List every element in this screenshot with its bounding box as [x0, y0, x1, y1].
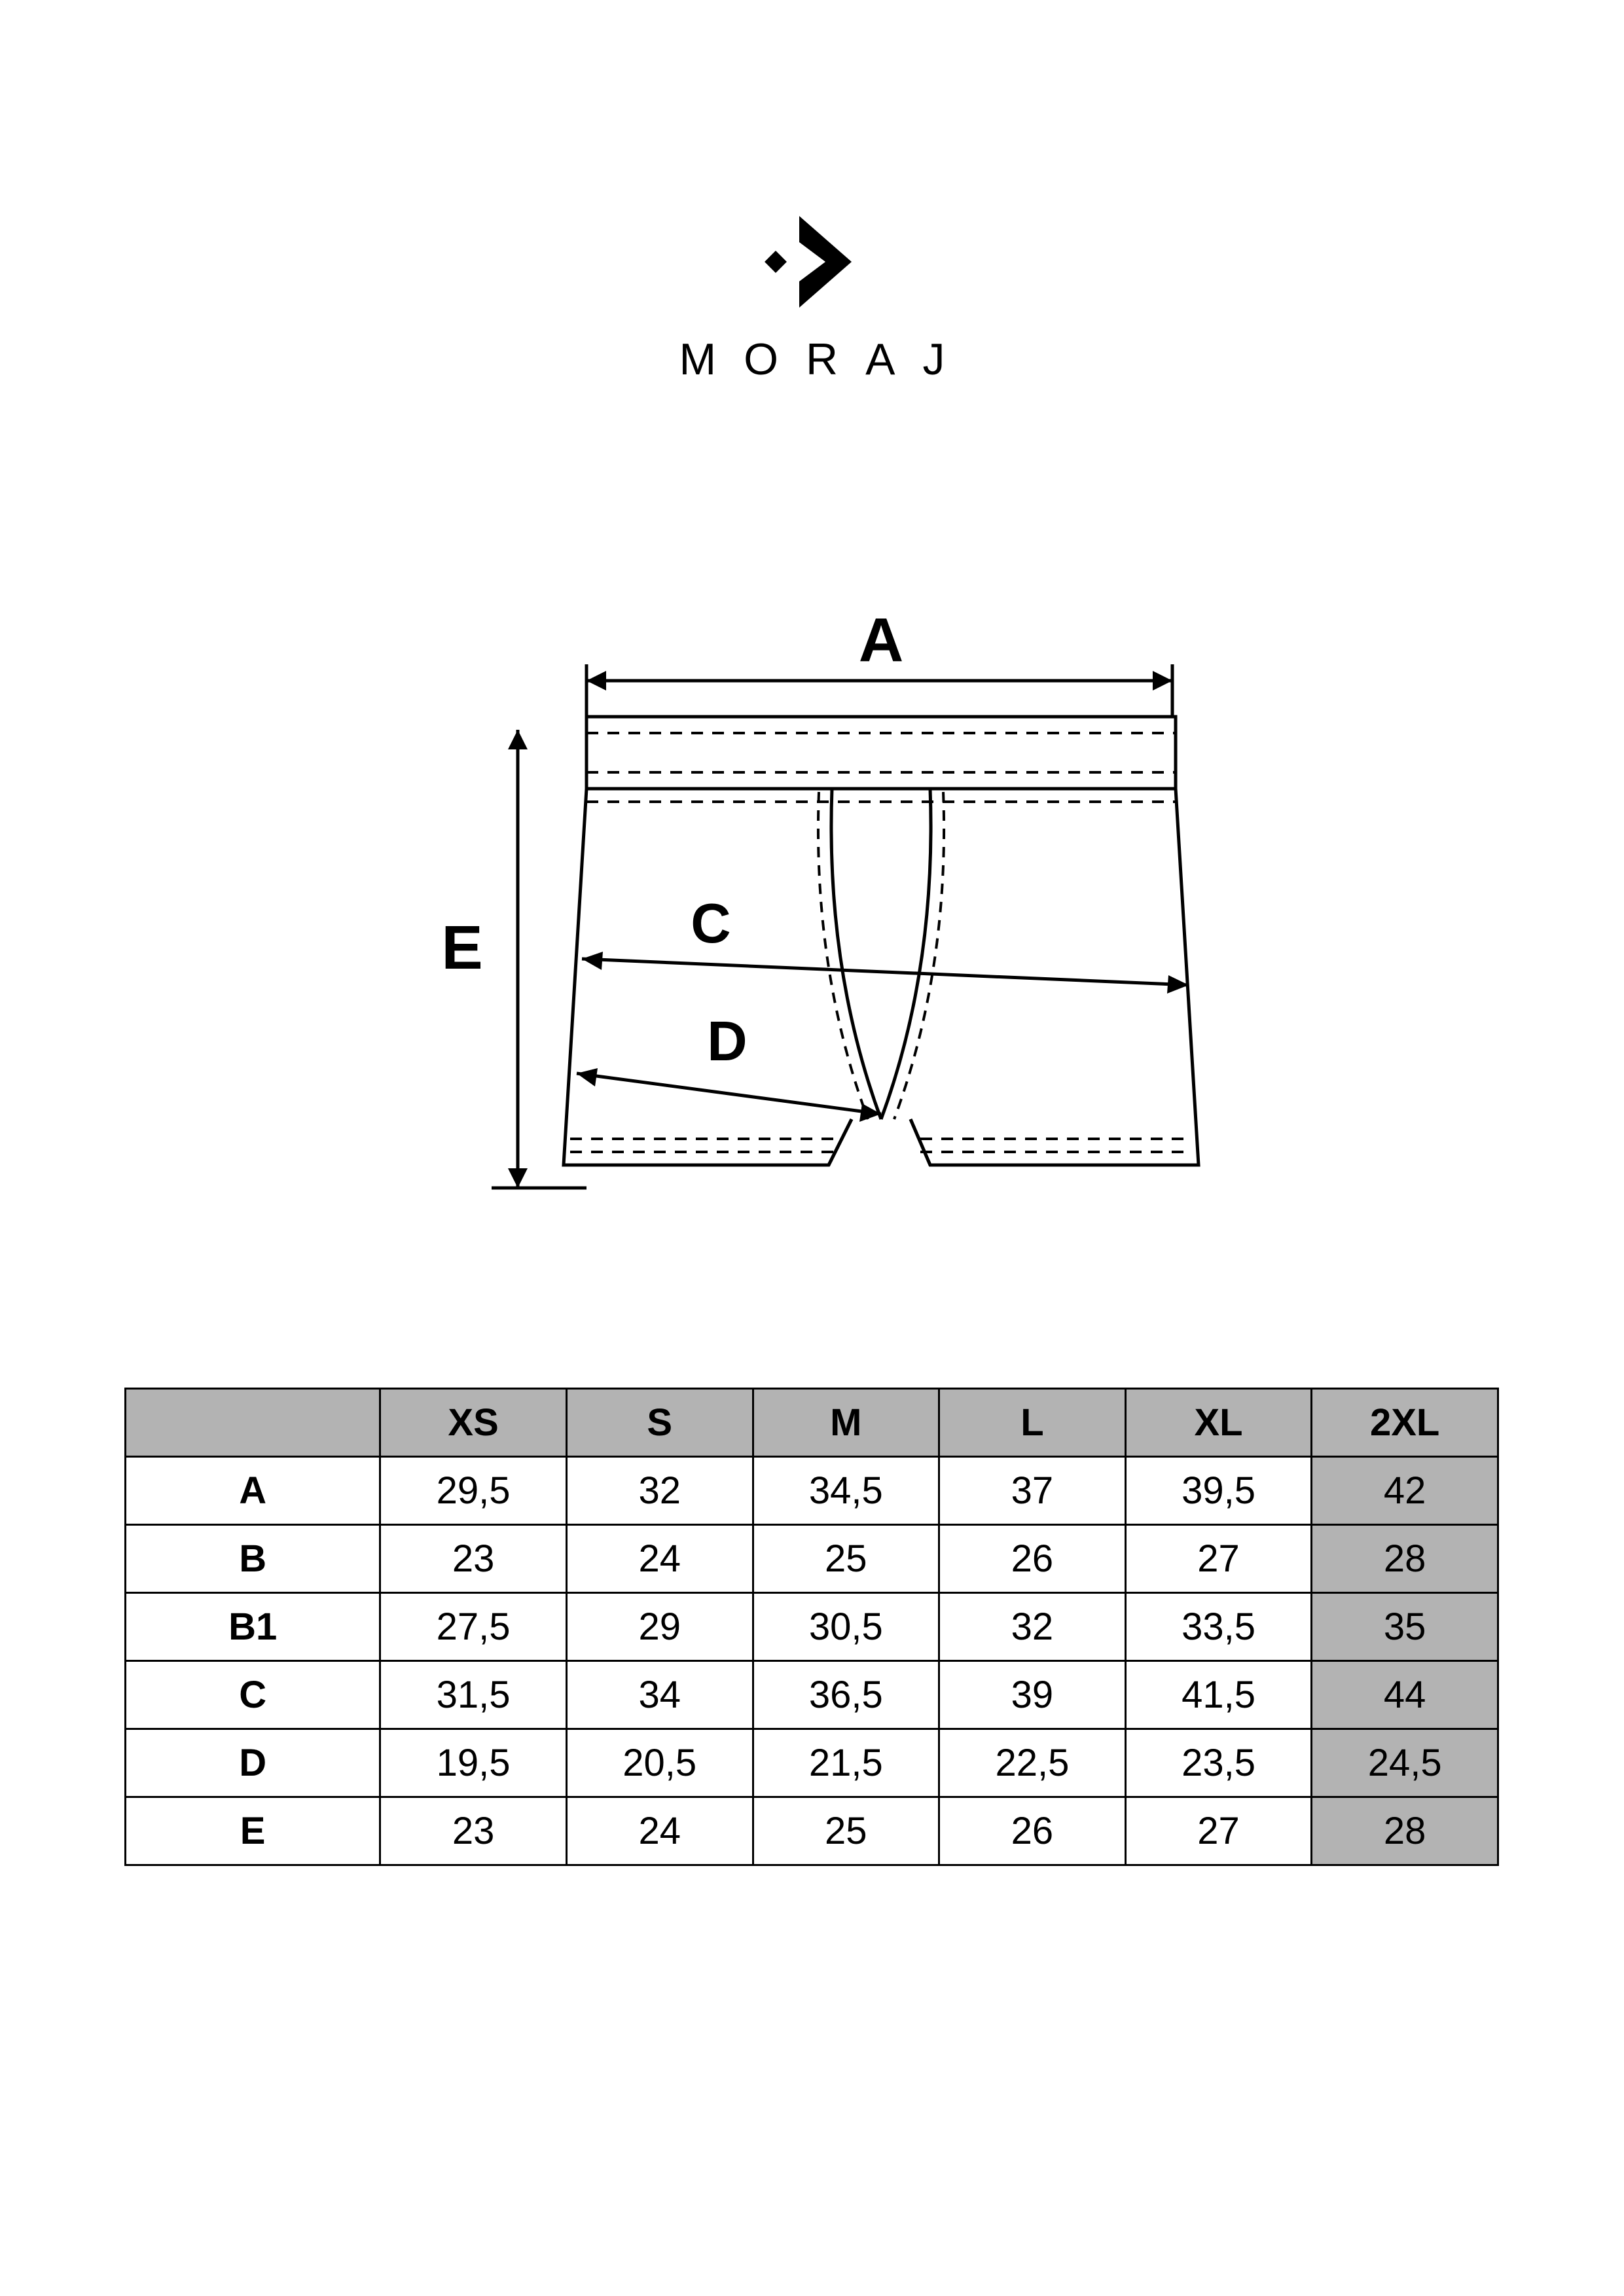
- cell: 20,5: [566, 1729, 753, 1797]
- cell: 34: [566, 1661, 753, 1729]
- cell: 39: [939, 1661, 1126, 1729]
- cell: 27: [1125, 1525, 1312, 1593]
- cell: 28: [1312, 1525, 1498, 1593]
- cell: 36,5: [753, 1661, 939, 1729]
- cell: 26: [939, 1525, 1126, 1593]
- row-label: D: [126, 1729, 380, 1797]
- cell: 42: [1312, 1457, 1498, 1525]
- table-row: B1 27,5 29 30,5 32 33,5 35: [126, 1593, 1498, 1661]
- table-row: E 23 24 25 26 27 28: [126, 1797, 1498, 1865]
- cell: 23: [380, 1797, 567, 1865]
- cell: 25: [753, 1797, 939, 1865]
- table-header-row: XS S M L XL 2XL: [126, 1389, 1498, 1457]
- cell: 26: [939, 1797, 1126, 1865]
- cell: 37: [939, 1457, 1126, 1525]
- table-row: B 23 24 25 26 27 28: [126, 1525, 1498, 1593]
- cell: 27: [1125, 1797, 1312, 1865]
- cell: 33,5: [1125, 1593, 1312, 1661]
- header-xs: XS: [380, 1389, 567, 1457]
- cell: 23: [380, 1525, 567, 1593]
- cell: 32: [566, 1457, 753, 1525]
- cell: 34,5: [753, 1457, 939, 1525]
- cell: 41,5: [1125, 1661, 1312, 1729]
- table-row: D 19,5 20,5 21,5 22,5 23,5 24,5: [126, 1729, 1498, 1797]
- cell: 25: [753, 1525, 939, 1593]
- row-label: B1: [126, 1593, 380, 1661]
- garment-diagram: A E C D: [321, 602, 1303, 1260]
- row-label: C: [126, 1661, 380, 1729]
- diagram-label-a: A: [858, 605, 903, 675]
- cell: 29,5: [380, 1457, 567, 1525]
- cell: 28: [1312, 1797, 1498, 1865]
- cell: 24: [566, 1525, 753, 1593]
- cell: 32: [939, 1593, 1126, 1661]
- size-chart-table: XS S M L XL 2XL A 29,5 32 34,5 37 39,5 4…: [124, 1388, 1499, 1866]
- header-s: S: [566, 1389, 753, 1457]
- brand-logo-block: MORAJ: [652, 209, 973, 385]
- cell: 24: [566, 1797, 753, 1865]
- row-label: B: [126, 1525, 380, 1593]
- cell: 24,5: [1312, 1729, 1498, 1797]
- diagram-label-e: E: [441, 913, 482, 982]
- cell: 29: [566, 1593, 753, 1661]
- cell: 30,5: [753, 1593, 939, 1661]
- header-2xl: 2XL: [1312, 1389, 1498, 1457]
- table-row: C 31,5 34 36,5 39 41,5 44: [126, 1661, 1498, 1729]
- cell: 23,5: [1125, 1729, 1312, 1797]
- diagram-label-d: D: [707, 1011, 747, 1073]
- row-label: E: [126, 1797, 380, 1865]
- brand-logo-icon: [652, 209, 973, 314]
- header-xl: XL: [1125, 1389, 1312, 1457]
- header-m: M: [753, 1389, 939, 1457]
- cell: 22,5: [939, 1729, 1126, 1797]
- cell: 27,5: [380, 1593, 567, 1661]
- cell: 44: [1312, 1661, 1498, 1729]
- cell: 21,5: [753, 1729, 939, 1797]
- header-blank: [126, 1389, 380, 1457]
- row-label: A: [126, 1457, 380, 1525]
- brand-name: MORAJ: [652, 334, 973, 385]
- cell: 19,5: [380, 1729, 567, 1797]
- cell: 39,5: [1125, 1457, 1312, 1525]
- table-row: A 29,5 32 34,5 37 39,5 42: [126, 1457, 1498, 1525]
- diagram-label-c: C: [691, 893, 731, 955]
- header-l: L: [939, 1389, 1126, 1457]
- cell: 31,5: [380, 1661, 567, 1729]
- cell: 35: [1312, 1593, 1498, 1661]
